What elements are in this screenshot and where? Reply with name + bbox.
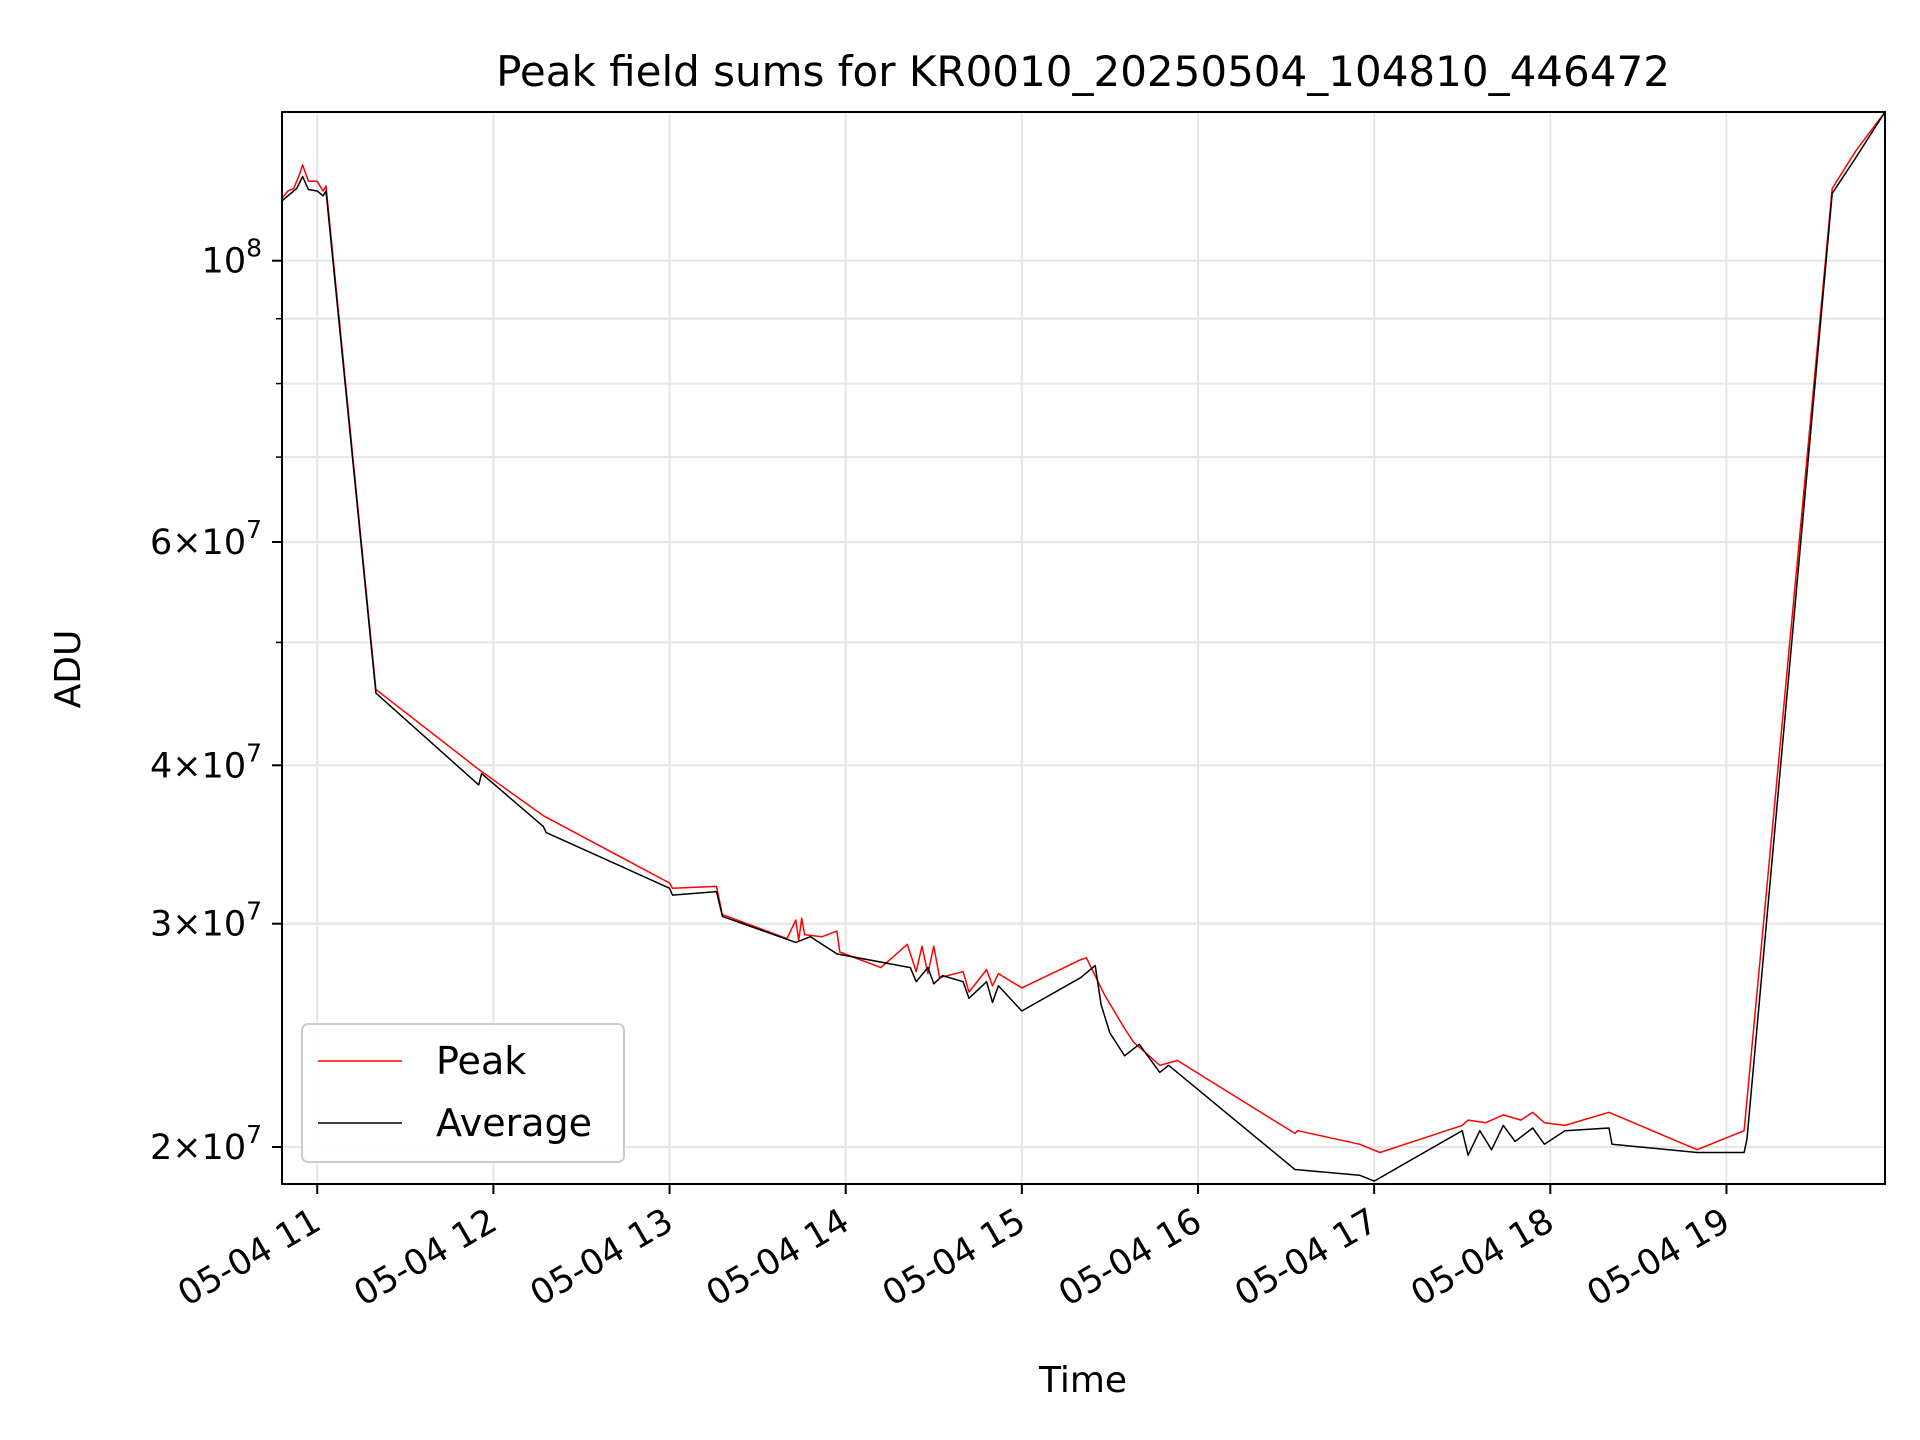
y-tick-label: 2×107 bbox=[150, 1120, 262, 1168]
legend-label-peak: Peak bbox=[436, 1039, 526, 1083]
y-tick-label-exponent: 7 bbox=[246, 515, 262, 544]
legend-label-average: Average bbox=[436, 1101, 592, 1145]
y-tick-label: 6×107 bbox=[150, 515, 262, 563]
y-tick-label-exponent: 7 bbox=[246, 738, 262, 767]
y-tick-label-base: 3×10 bbox=[150, 905, 246, 945]
grid-lines bbox=[282, 112, 1885, 1184]
y-tick-label: 3×107 bbox=[150, 897, 262, 945]
legend: Peak Average bbox=[301, 1023, 625, 1163]
series-line-peak bbox=[282, 112, 1885, 1154]
chart-title: Peak field sums for KR0010_20250504_1048… bbox=[496, 47, 1670, 96]
y-tick-label-exponent: 7 bbox=[246, 1120, 262, 1149]
y-tick-label-base: 6×10 bbox=[150, 523, 246, 563]
y-tick-label-exponent: 8 bbox=[246, 234, 262, 263]
y-tick-label-exponent: 7 bbox=[246, 897, 262, 926]
series-line-average bbox=[282, 112, 1885, 1182]
y-tick-label-base: 10 bbox=[202, 242, 247, 282]
y-tick-label: 108 bbox=[202, 234, 262, 282]
y-tick-label-base: 4×10 bbox=[150, 746, 246, 786]
plot-frame bbox=[281, 111, 1886, 1185]
y-axis-label: ADU bbox=[48, 630, 89, 709]
y-tick-label-base: 2×10 bbox=[150, 1128, 246, 1168]
x-axis-label: Time bbox=[1038, 1360, 1127, 1401]
y-tick-label: 4×107 bbox=[150, 738, 262, 786]
legend-box bbox=[301, 1023, 625, 1163]
series-layer bbox=[282, 112, 1885, 1182]
